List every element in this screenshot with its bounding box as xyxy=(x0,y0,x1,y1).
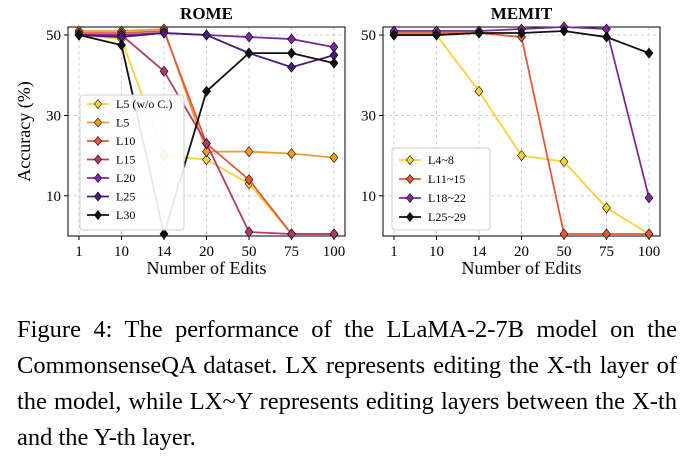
legend-label: L30 xyxy=(116,208,135,222)
legend-marker xyxy=(94,117,102,128)
data-point xyxy=(644,192,654,204)
legend-box xyxy=(391,147,491,231)
x-axis-label: Number of Edits xyxy=(462,258,582,278)
data-point xyxy=(244,146,254,158)
y-tick-label: 50 xyxy=(46,28,61,44)
x-tick-label: 20 xyxy=(514,244,529,260)
legend-label: L25~29 xyxy=(428,210,466,224)
y-axis-label: Accuracy (%) xyxy=(14,81,35,181)
legend-label: L4~8 xyxy=(428,153,454,167)
data-point xyxy=(202,154,211,166)
data-point xyxy=(287,148,296,160)
chart-title: ROME xyxy=(180,4,233,23)
legend-marker xyxy=(406,212,414,222)
x-tick-label: 1 xyxy=(390,244,398,260)
data-point xyxy=(474,85,484,97)
figure-charts: 1 10 14 20 50 75 100 10 30 50 ROME Number of Edits A… xyxy=(14,4,661,278)
legend-label: L20 xyxy=(116,171,135,185)
x-tick-label: 1 xyxy=(75,244,83,260)
data-point xyxy=(287,228,296,240)
legend: L4~8 L11~15 L18~22 L25~29 xyxy=(391,147,491,231)
y-tick-label: 30 xyxy=(361,108,376,124)
x-tick-label: 14 xyxy=(472,244,488,260)
data-point xyxy=(329,57,339,69)
legend-label: L15 xyxy=(116,153,135,167)
data-point xyxy=(517,150,526,162)
x-tick-label: 50 xyxy=(242,244,257,260)
data-point xyxy=(202,29,211,41)
data-point xyxy=(517,27,526,39)
figure: 1 10 14 20 50 75 100 10 30 50 ROME Number of Edits A… xyxy=(14,4,661,278)
data-point xyxy=(244,174,254,186)
data-point xyxy=(432,29,441,41)
legend-marker xyxy=(406,174,414,184)
chart-rome: 1 10 14 20 50 75 100 10 30 50 ROME Number of Edits A… xyxy=(14,4,346,278)
legend-marker xyxy=(94,173,102,183)
legend-marker xyxy=(94,191,102,202)
chart-memit: 1 10 14 20 50 75 100 10 30 50 MEMIT Number of Edits… xyxy=(361,4,661,278)
data-point xyxy=(644,228,654,240)
data-point xyxy=(244,31,254,43)
data-point xyxy=(287,33,296,45)
data-point xyxy=(474,27,484,39)
legend-marker xyxy=(406,155,414,165)
data-point xyxy=(202,85,211,97)
series-L25~29 xyxy=(389,25,654,59)
data-point xyxy=(159,228,169,240)
data-point xyxy=(559,25,569,37)
x-tick-label: 100 xyxy=(638,244,661,260)
y-tick-label: 10 xyxy=(46,189,61,205)
x-tick-label: 75 xyxy=(284,244,299,260)
legend-marker xyxy=(94,136,102,146)
legend-label: L25 xyxy=(116,190,135,204)
y-tick-label: 30 xyxy=(46,108,61,124)
y-tick-label: 10 xyxy=(361,189,376,205)
legend-label: L5 xyxy=(116,116,129,130)
x-tick-label: 100 xyxy=(323,244,346,260)
legend-marker xyxy=(94,154,102,165)
legend: L5 (w/o C.) L5 L10 L15 L20 L25 L30 xyxy=(79,94,185,231)
legend-marker xyxy=(94,99,102,109)
data-point xyxy=(559,156,569,168)
data-point xyxy=(74,29,84,41)
data-point xyxy=(117,39,126,51)
x-tick-label: 75 xyxy=(599,244,614,260)
data-point xyxy=(287,47,296,59)
data-point xyxy=(602,31,611,43)
data-point xyxy=(202,138,211,150)
x-tick-label: 10 xyxy=(429,244,444,260)
data-point xyxy=(602,228,611,240)
data-point xyxy=(329,228,339,240)
x-tick-label: 10 xyxy=(114,244,129,260)
x-tick-label: 20 xyxy=(199,244,214,260)
chart-title: MEMIT xyxy=(491,4,553,23)
data-point xyxy=(559,228,569,240)
data-point xyxy=(159,65,169,77)
data-point xyxy=(287,61,296,73)
legend-label: L11~15 xyxy=(428,172,465,186)
x-axis-label: Number of Edits xyxy=(147,258,267,278)
data-point xyxy=(329,152,339,164)
legend-label: L5 (w/o C.) xyxy=(116,97,172,111)
data-point xyxy=(602,202,611,214)
data-point xyxy=(244,226,254,238)
x-tick-label: 50 xyxy=(557,244,572,260)
data-point xyxy=(644,47,654,59)
legend-marker xyxy=(406,193,414,203)
figure-caption: Figure 4: The performance of the LLaMA-2… xyxy=(17,316,677,451)
data-point xyxy=(159,27,169,39)
y-tick-label: 50 xyxy=(361,28,376,44)
data-point xyxy=(389,29,399,41)
legend-label: L18~22 xyxy=(428,191,466,205)
legend-label: L10 xyxy=(116,134,135,148)
data-point xyxy=(244,47,254,59)
series-L30 xyxy=(74,29,339,240)
x-tick-label: 14 xyxy=(157,244,173,260)
legend-marker xyxy=(94,210,102,220)
